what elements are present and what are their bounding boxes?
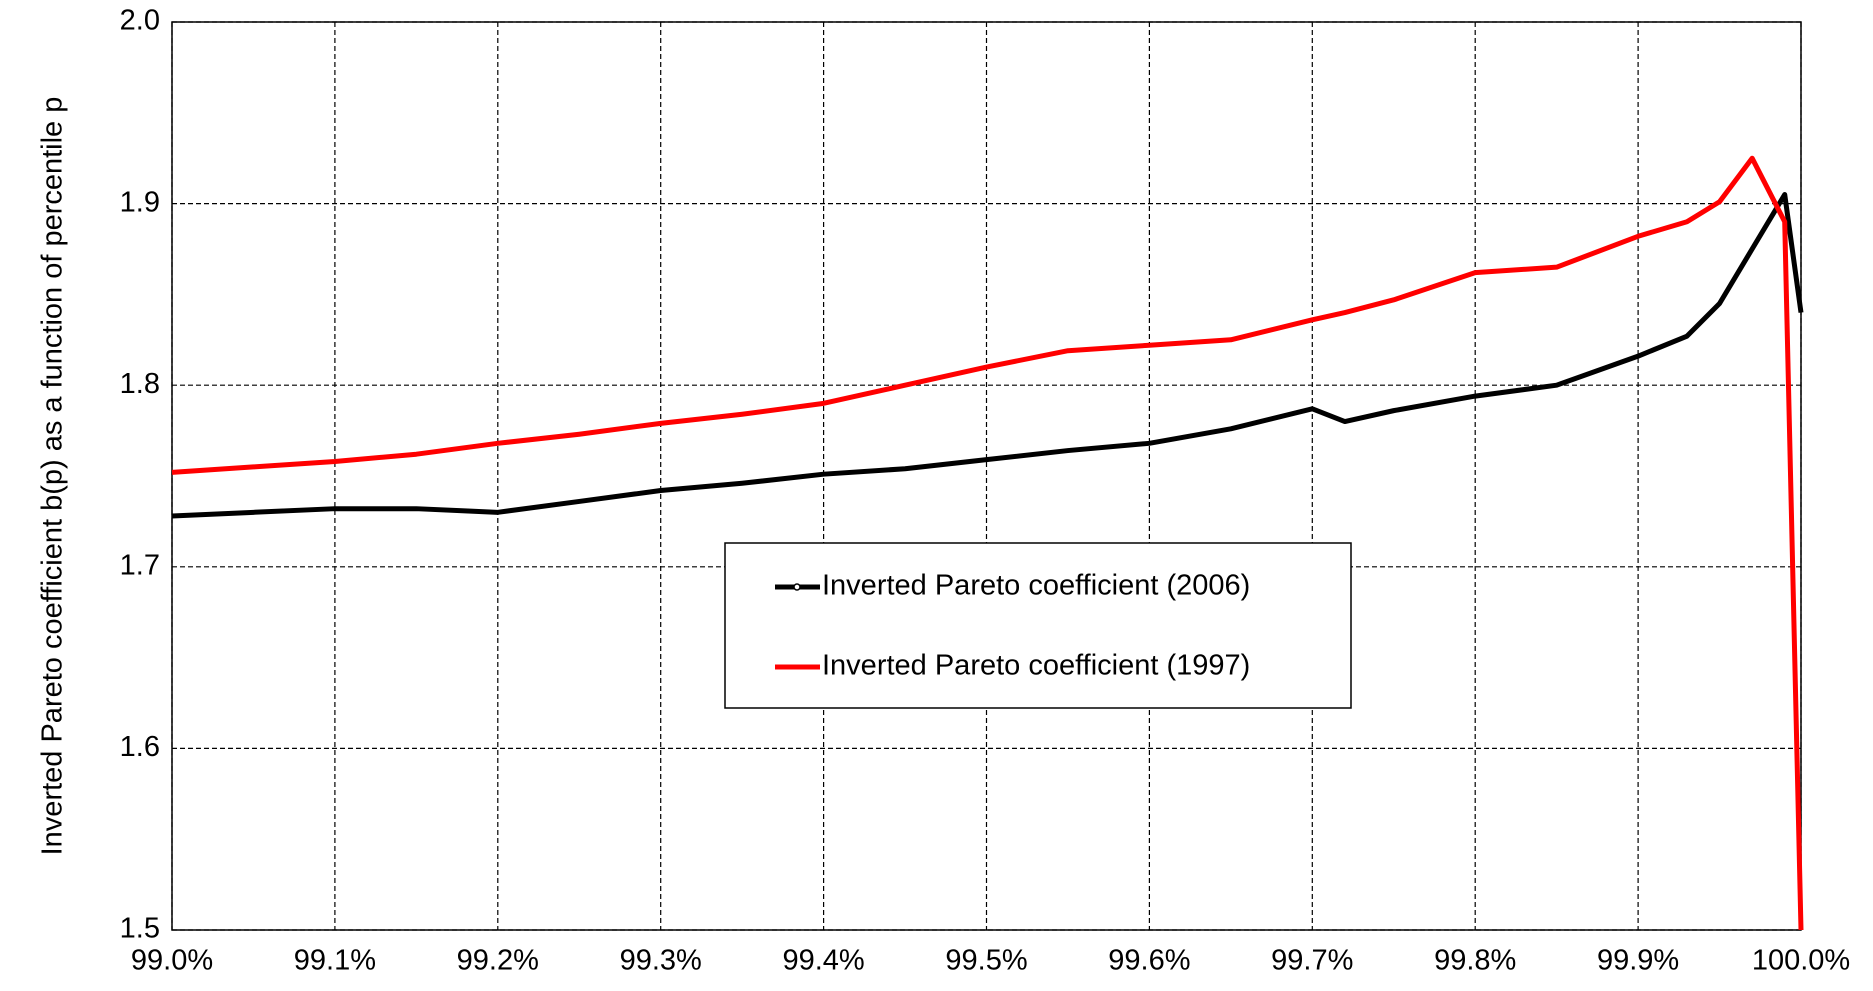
y-tick-label: 1.7 <box>120 549 160 581</box>
legend-box <box>724 542 1352 709</box>
x-tick-label: 99.3% <box>620 945 702 977</box>
x-tick-label: 99.2% <box>457 945 539 977</box>
x-tick-label: 100.0% <box>1752 945 1850 977</box>
x-tick-label: 99.0% <box>131 945 213 977</box>
y-axis-label: Inverted Pareto coefficient b(p) as a fu… <box>37 97 69 856</box>
legend-label: Inverted Pareto coefficient (2006) <box>822 570 1250 602</box>
x-tick-label: 99.7% <box>1271 945 1353 977</box>
y-tick-label: 1.8 <box>120 368 160 400</box>
x-tick-label: 99.9% <box>1597 945 1679 977</box>
line <box>171 192 1804 519</box>
y-tick-label: 1.5 <box>120 913 160 945</box>
plot-border <box>171 21 1802 931</box>
y-tick-label: 1.6 <box>120 731 160 763</box>
x-tick-label: 99.8% <box>1434 945 1516 977</box>
legend-label: Inverted Pareto coefficient (1997) <box>822 650 1250 682</box>
x-tick-label: 99.4% <box>782 945 864 977</box>
x-tick-label: 99.5% <box>945 945 1027 977</box>
line <box>171 155 1804 931</box>
x-tick-label: 99.6% <box>1108 945 1190 977</box>
x-tick-label: 99.1% <box>294 945 376 977</box>
y-tick-label: 1.9 <box>120 186 160 218</box>
y-tick-label: 2.0 <box>120 5 160 37</box>
legend-marker <box>793 583 801 591</box>
